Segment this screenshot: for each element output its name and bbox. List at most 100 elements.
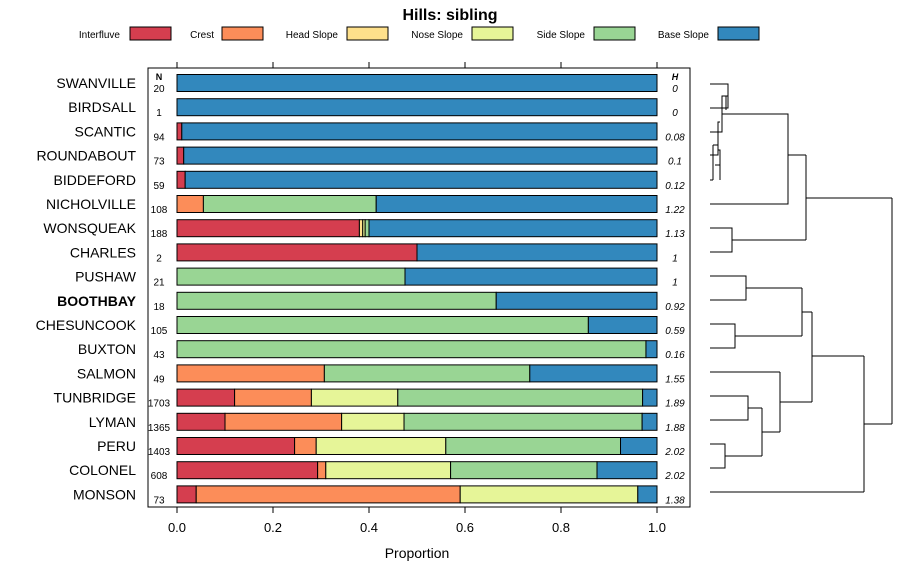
bar-colonel-interfluve (176, 461, 319, 480)
n-value-salmon: 49 (153, 374, 165, 385)
h-value-nicholville: 1.22 (665, 205, 685, 216)
h-value-charles: 1 (672, 253, 678, 264)
category-label-scantic: SCANTIC (75, 123, 136, 139)
h-value-swanville: 0 (672, 84, 678, 95)
bar-chesuncook-side-slope (176, 316, 589, 334)
bar-wonsqueak-side-slope (364, 219, 370, 238)
n-value-buxton: 43 (153, 350, 165, 361)
bar-swanville-base-slope (176, 74, 658, 92)
bar-boothbay-side-slope (176, 291, 497, 310)
category-label-colonel: COLONEL (69, 462, 136, 478)
n-value-monson: 73 (153, 495, 165, 506)
n-value-charles: 2 (156, 253, 162, 264)
bar-colonel-crest (317, 461, 327, 480)
h-value-birdsall: 0 (672, 108, 678, 119)
h-value-roundabout: 0.1 (668, 157, 682, 168)
category-label-birdsall: BIRDSALL (68, 99, 136, 115)
bar-scantic-interfluve (176, 122, 183, 141)
x-tick-label-3: 0.6 (456, 520, 474, 535)
h-value-lyman: 1.88 (665, 423, 685, 434)
bar-colonel-nose-slope (325, 461, 452, 480)
bar-pushaw-base-slope (404, 267, 658, 286)
bar-tunbridge-side-slope (397, 388, 644, 407)
h-value-peru: 2.02 (664, 447, 685, 458)
legend-label-nose-slope: Nose Slope (411, 30, 463, 41)
bar-salmon-base-slope (529, 364, 658, 383)
category-label-roundabout: ROUNDABOUT (36, 148, 136, 164)
bar-lyman-crest (224, 412, 343, 431)
bar-peru-side-slope (445, 437, 622, 455)
x-tick-label-0: 0.0 (168, 520, 186, 535)
plot-frame (147, 67, 691, 508)
category-label-peru: PERU (97, 438, 136, 454)
bar-rows: SWANVILLE 20 0 BIRDSALL 1 0 SCANTIC 94 0.08 ROUND… (36, 74, 685, 506)
n-value-birdsall: 1 (156, 108, 162, 119)
h-header: H (672, 72, 679, 82)
bar-chesuncook-base-slope (587, 316, 658, 334)
n-value-nicholville: 108 (151, 205, 168, 216)
bar-peru-interfluve (176, 437, 296, 455)
x-tick-label-5: 1.0 (648, 520, 666, 535)
category-label-pushaw: PUSHAW (75, 269, 137, 285)
n-value-tunbridge: 1703 (148, 399, 171, 410)
bar-lyman-side-slope (403, 412, 643, 431)
category-label-wonsqueak: WONSQUEAK (43, 220, 136, 236)
x-axis-label: Proportion (385, 545, 450, 561)
x-tick-label-1: 0.2 (264, 520, 282, 535)
dendrogram-branch-2 (718, 149, 721, 180)
bar-wonsqueak-interfluve (176, 219, 360, 238)
n-value-chesuncook: 105 (151, 326, 168, 337)
h-value-chesuncook: 0.59 (665, 326, 685, 337)
n-value-lyman: 1365 (148, 423, 171, 434)
h-value-wonsqueak: 1.13 (665, 229, 685, 240)
dendrogram-branch-8 (710, 113, 789, 205)
bar-nicholville-crest (176, 195, 204, 213)
category-label-biddeford: BIDDEFORD (54, 172, 136, 188)
bar-tunbridge-interfluve (176, 388, 236, 407)
h-value-biddeford: 0.12 (665, 181, 685, 192)
h-value-scantic: 0.08 (665, 132, 685, 143)
bar-peru-nose-slope (315, 437, 447, 455)
bar-colonel-side-slope (450, 461, 598, 480)
bar-birdsall-base-slope (176, 98, 658, 117)
legend-swatch-crest (221, 26, 264, 41)
bar-monson-interfluve (176, 485, 197, 504)
bar-lyman-nose-slope (341, 412, 405, 431)
category-label-nicholville: NICHOLVILLE (46, 196, 136, 212)
legend-swatch-nose-slope (471, 26, 514, 41)
bar-nicholville-side-slope (202, 195, 377, 213)
bar-nicholville-base-slope (375, 195, 658, 213)
h-value-monson: 1.38 (665, 495, 685, 506)
legend-label-interfluve: Interfluve (79, 30, 121, 41)
category-label-lyman: LYMAN (89, 414, 136, 430)
dendrogram-branch-22 (710, 443, 726, 469)
bar-lyman-base-slope (641, 412, 658, 431)
dendrogram-branch-10 (710, 227, 733, 253)
bar-roundabout-base-slope (183, 146, 658, 165)
bar-monson-base-slope (637, 485, 658, 504)
h-value-pushaw: 1 (672, 278, 678, 289)
bar-tunbridge-nose-slope (310, 388, 399, 407)
bar-biddeford-base-slope (184, 170, 658, 189)
legend-swatch-head-slope (346, 26, 389, 41)
n-value-boothbay: 18 (153, 302, 165, 313)
category-label-chesuncook: CHESUNCOOK (36, 317, 137, 333)
n-value-pushaw: 21 (153, 278, 165, 289)
n-value-colonel: 608 (151, 471, 168, 482)
n-value-swanville: 20 (153, 84, 165, 95)
bar-wonsqueak-head-slope (358, 219, 364, 238)
bar-biddeford-interfluve (176, 170, 186, 189)
x-tick-label-4: 0.8 (552, 520, 570, 535)
bar-colonel-base-slope (596, 461, 658, 480)
h-value-boothbay: 0.92 (665, 302, 685, 313)
h-value-tunbridge: 1.89 (665, 399, 685, 410)
n-value-scantic: 94 (153, 132, 165, 143)
n-value-wonsqueak: 188 (151, 229, 168, 240)
bar-boothbay-base-slope (495, 291, 658, 310)
bar-charles-base-slope (416, 243, 658, 262)
bar-tunbridge-crest (234, 388, 312, 407)
category-label-buxton: BUXTON (78, 341, 136, 357)
bar-salmon-crest (176, 364, 325, 383)
n-value-roundabout: 73 (153, 157, 165, 168)
